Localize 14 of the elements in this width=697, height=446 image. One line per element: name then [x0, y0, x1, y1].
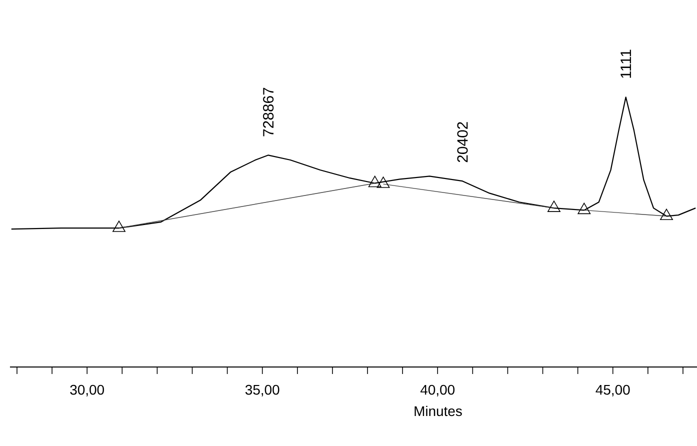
point: [368, 176, 382, 188]
x-tick-label: 45,00: [596, 384, 630, 396]
x-tick-label: 30,00: [70, 384, 104, 396]
point: [578, 202, 591, 214]
point: [376, 176, 390, 188]
annotation: 1111: [620, 50, 631, 78]
point: [660, 208, 673, 220]
x-tick-label: 35,00: [245, 384, 280, 396]
annotation: 20402: [457, 122, 468, 162]
x-axis-title: Minutes: [414, 406, 462, 416]
x-tick-label: 40,00: [420, 384, 455, 396]
annotation: 728867: [263, 88, 274, 136]
point: [548, 200, 560, 212]
point: [112, 220, 126, 232]
